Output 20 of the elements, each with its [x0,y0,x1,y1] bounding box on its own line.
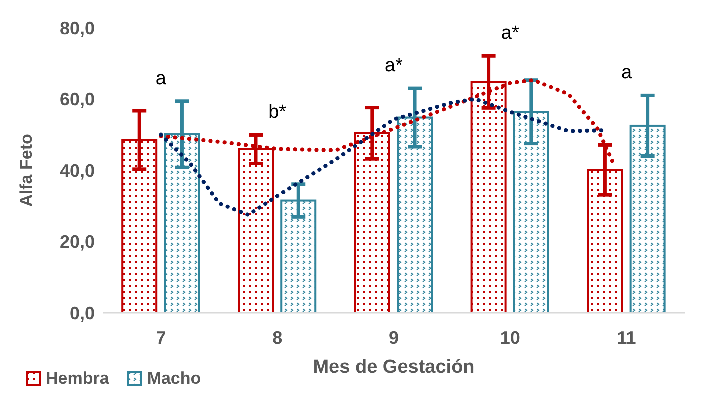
annotation: a [156,68,167,90]
annotation: b* [268,102,288,124]
annotation: a [622,62,633,84]
x-tick-label: 11 [617,328,636,348]
annotation: a* [501,23,520,44]
annotation: a* [385,56,404,77]
y-tick-label: 80,0 [60,18,95,38]
x-tick-label: 7 [156,328,166,348]
y-tick-label: 60,0 [60,90,95,110]
y-tick-label: 0,0 [70,303,95,324]
x-tick-label: 9 [388,328,400,348]
legend-label: Hembra [45,369,110,389]
y-axis-title: Alfa Feto [17,134,36,207]
y-tick-label: 40,0 [60,160,95,181]
y-tick-label: 20,0 [60,232,95,252]
x-tick-label: 8 [272,328,283,348]
x-tick-label: 10 [500,328,520,348]
line-series [159,97,606,218]
x-axis-title: Mes de Gestación [313,357,475,378]
legend-label: Macho [146,369,202,389]
